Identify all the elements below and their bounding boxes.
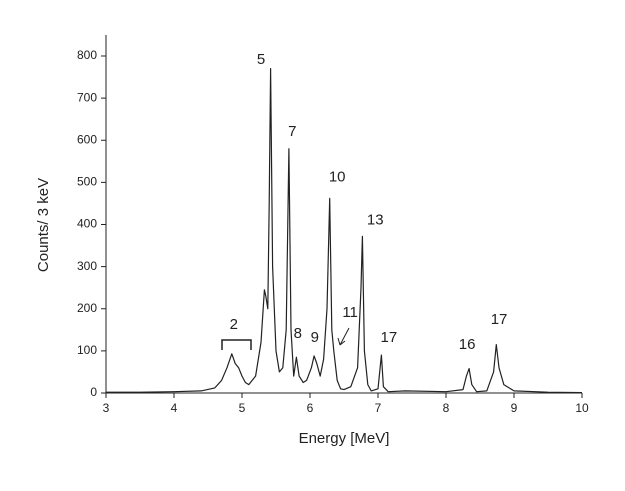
peak-label: 7 <box>288 123 296 140</box>
x-tick-label: 6 <box>307 401 314 415</box>
x-axis-label: Energy [MeV] <box>299 430 390 447</box>
y-tick-label: 0 <box>90 385 97 399</box>
peak-label: 16 <box>459 336 476 353</box>
peak-label: 10 <box>329 169 346 186</box>
x-tick-label: 9 <box>511 401 518 415</box>
y-tick-label: 500 <box>77 175 97 189</box>
arrow <box>337 327 350 346</box>
peak-label: 8 <box>294 325 302 342</box>
y-tick-label: 600 <box>77 132 97 146</box>
x-tick-label: 4 <box>171 401 178 415</box>
peak-label: 17 <box>491 311 508 328</box>
y-tick-label: 400 <box>77 217 97 231</box>
y-tick-label: 100 <box>77 343 97 357</box>
peak-label: 2 <box>230 316 238 333</box>
peak-label: 11 <box>342 304 358 321</box>
peak-label: 9 <box>311 329 319 346</box>
y-tick-label: 300 <box>77 259 97 273</box>
x-tick-label: 8 <box>443 401 450 415</box>
x-tick-label: 5 <box>239 401 246 415</box>
y-tick-label: 700 <box>77 90 97 104</box>
x-tick-label: 10 <box>575 401 589 415</box>
bracket <box>221 339 252 350</box>
y-tick-label: 800 <box>77 48 97 62</box>
spectrum-line <box>106 68 583 394</box>
peak-label: 17 <box>381 329 398 346</box>
peak-label: 5 <box>257 51 265 68</box>
peak-label: 13 <box>367 212 384 229</box>
x-tick-label: 7 <box>375 401 382 415</box>
x-tick-label: 3 <box>103 401 110 415</box>
y-tick-label: 200 <box>77 301 97 315</box>
y-axis-label: Counts/ 3 keV <box>35 178 52 272</box>
